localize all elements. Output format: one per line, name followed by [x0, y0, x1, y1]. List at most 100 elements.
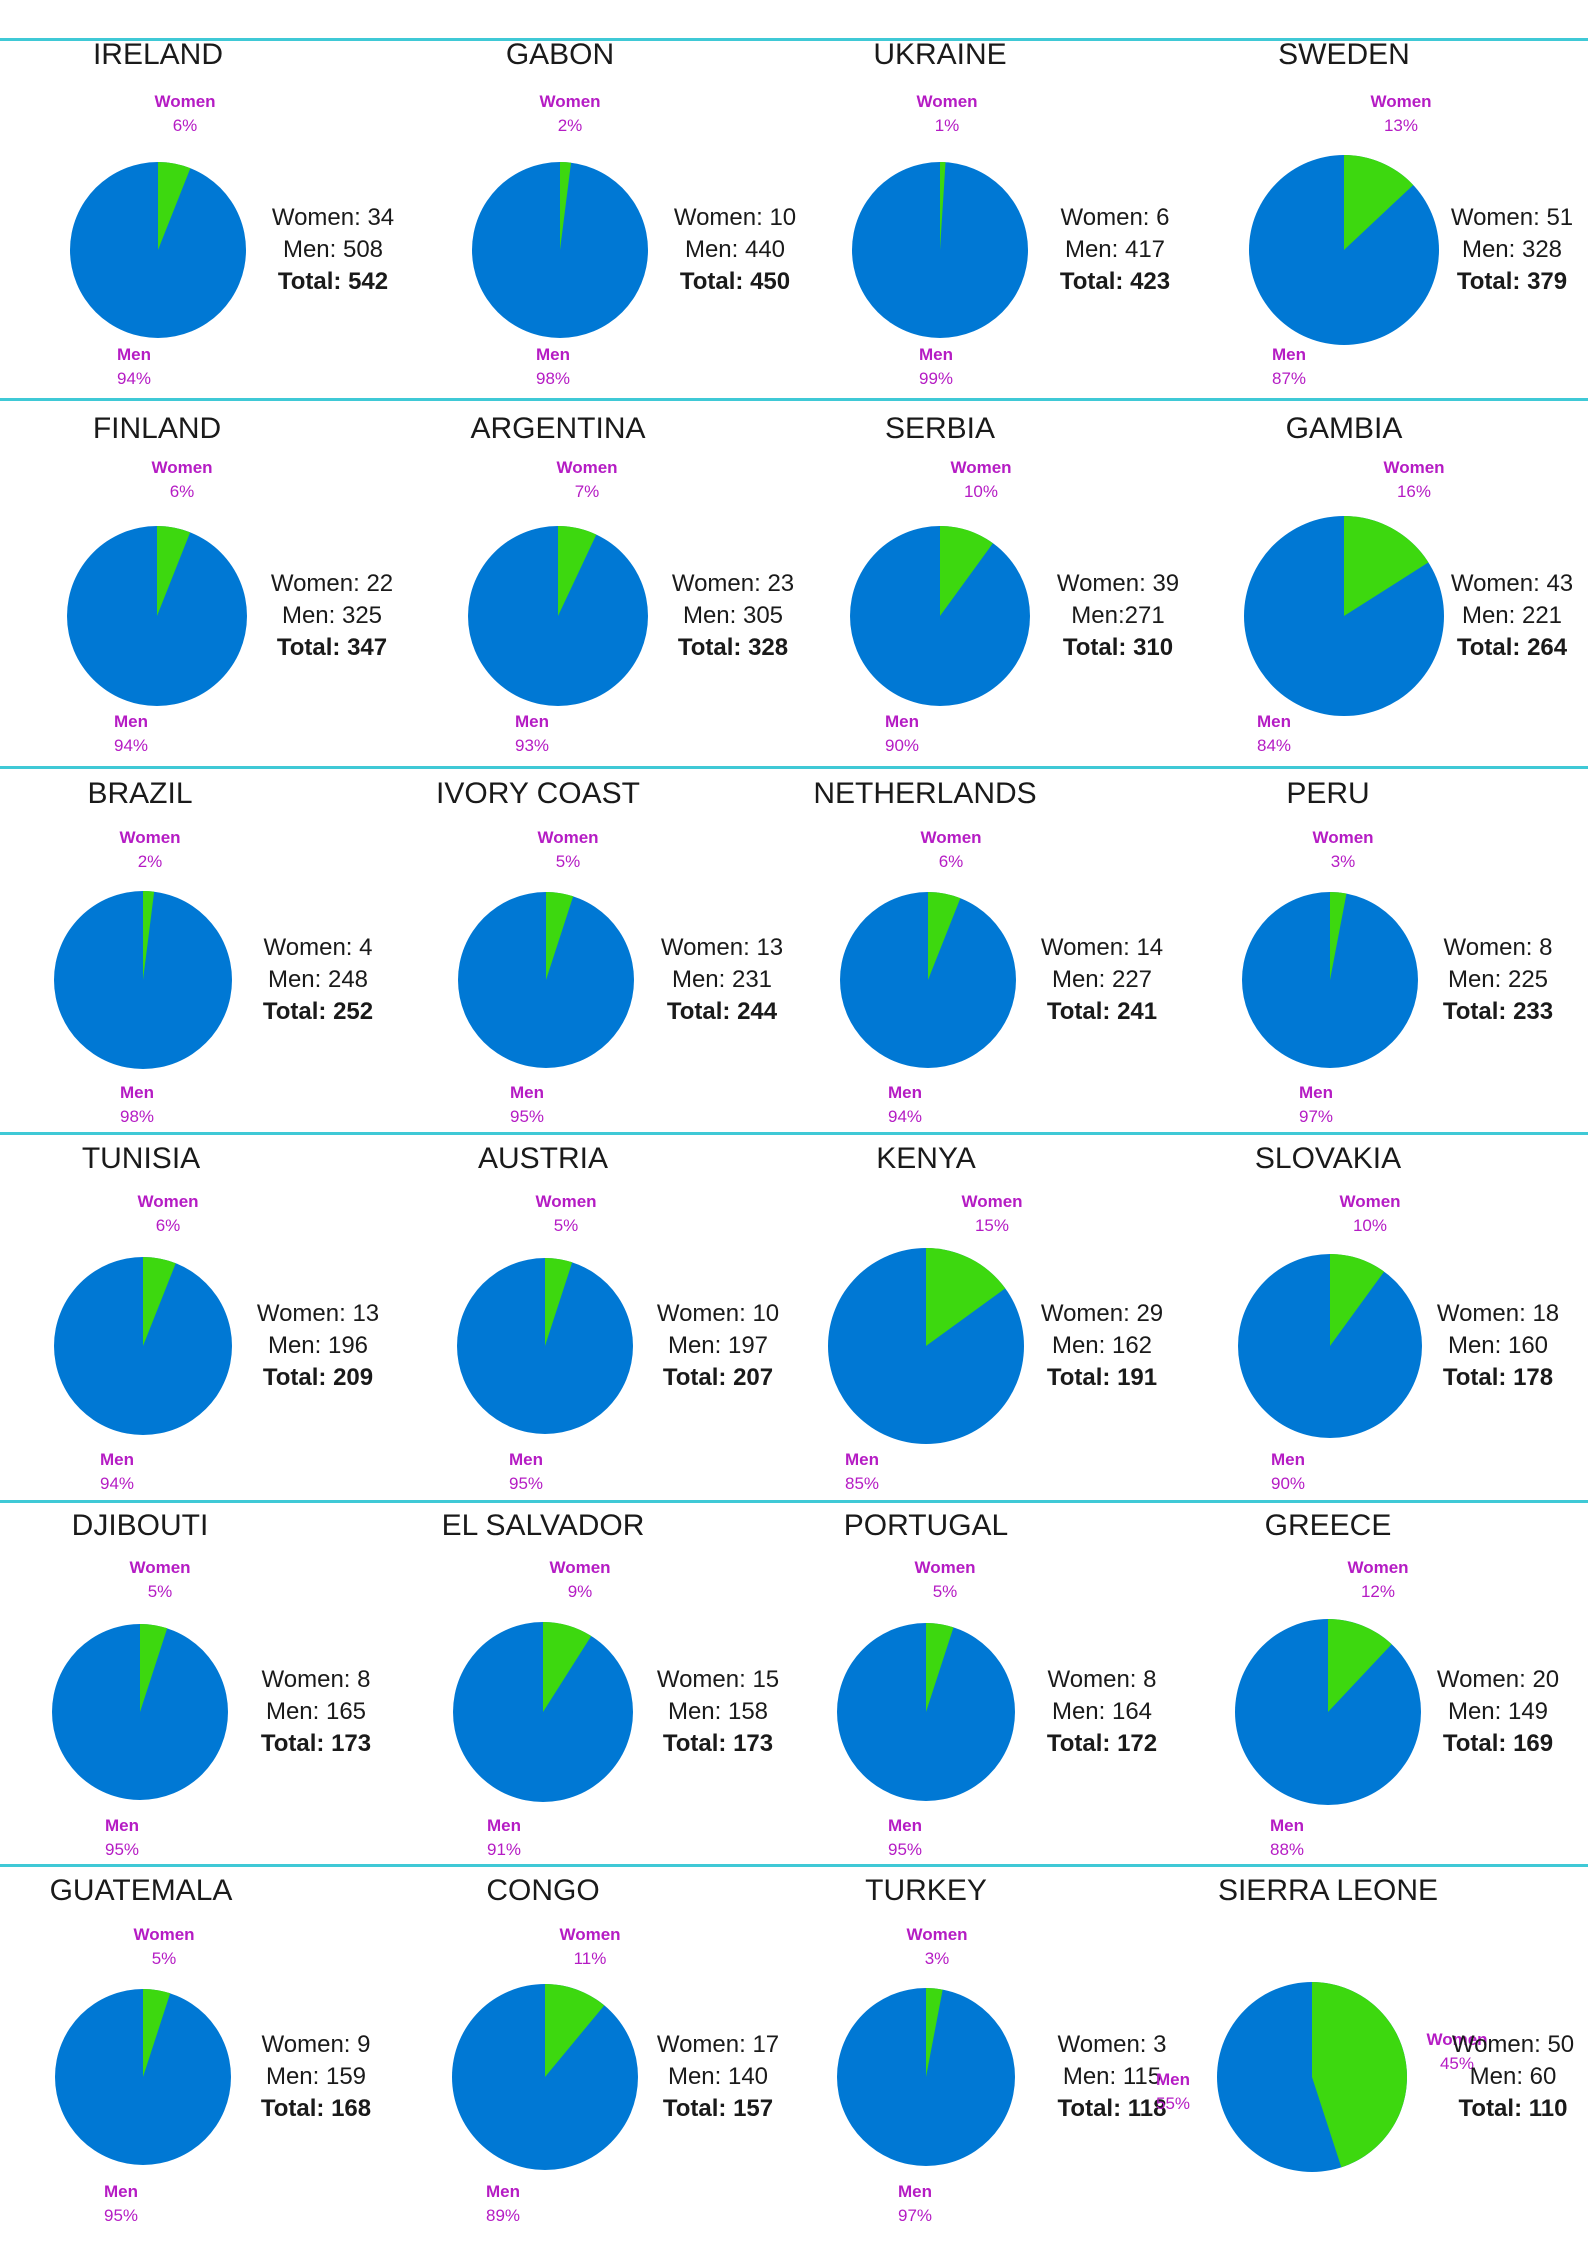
slice-label-percent: 10%: [963, 482, 999, 501]
slice-label-name: Men: [919, 345, 953, 364]
count-summary: Women: 20 Men: 149 Total: 169: [1437, 1664, 1559, 1760]
count-line: Women: 34: [272, 202, 394, 234]
women-count: Women: 10: [673, 204, 797, 231]
count-line: Men: 159: [261, 2061, 371, 2093]
slice-label-percent: 94%: [887, 1107, 923, 1126]
count-line: Total: 233: [1443, 996, 1553, 1028]
total-count: Total: 191: [1046, 1364, 1158, 1391]
total-count: Total: 207: [662, 1364, 774, 1391]
row-separator: [0, 1500, 1588, 1503]
country-title: NETHERLANDS: [813, 777, 1037, 810]
slice-label-name: Women: [559, 1925, 621, 1944]
count-summary: Women: 3 Men: 115 Total: 118: [1058, 2029, 1167, 2125]
slice-label-percent: 90%: [1270, 1474, 1306, 1493]
slice-label-name: Women: [129, 1558, 191, 1577]
men-slice-label: Men 85%: [845, 1448, 879, 1496]
pie-slice-women: [143, 1257, 176, 1346]
count-line: Men: 227: [1041, 964, 1163, 996]
count-line: Women: 20: [1437, 1664, 1559, 1696]
row-separator: [0, 38, 1588, 41]
men-slice-label: Men 94%: [888, 1081, 922, 1129]
men-slice-label: Men 94%: [114, 710, 148, 758]
count-summary: Women: 18 Men: 160 Total: 178: [1437, 1298, 1559, 1394]
men-count: Men: 162: [1051, 1332, 1153, 1359]
count-line: Men: 305: [672, 600, 794, 632]
slice-label-percent: 87%: [1271, 369, 1307, 388]
slice-label-percent: 16%: [1396, 482, 1432, 501]
slice-label-percent: 55%: [1155, 2094, 1191, 2113]
row-separator: [0, 766, 1588, 769]
slice-label-percent: 94%: [99, 1474, 135, 1493]
women-slice-label: Women 5%: [133, 1923, 194, 1971]
count-line: Women: 23: [672, 568, 794, 600]
slice-label-name: Men: [105, 1816, 139, 1835]
pie-slice-women: [926, 1623, 954, 1712]
count-line: Women: 50: [1452, 2029, 1574, 2061]
men-count: Men: 328: [1461, 236, 1563, 263]
slice-label-name: Men: [1299, 1083, 1333, 1102]
pie-chart: [453, 1622, 633, 1802]
men-slice-label: Men 95%: [510, 1081, 544, 1129]
count-summary: Women: 15 Men: 158 Total: 173: [657, 1664, 779, 1760]
count-line: Women: 6: [1060, 202, 1170, 234]
slice-label-name: Men: [1257, 712, 1291, 731]
slice-label-name: Women: [1347, 1558, 1409, 1577]
women-count: Women: 8: [1443, 934, 1553, 961]
women-slice-label: Women 1%: [916, 90, 977, 138]
slice-label-percent: 98%: [119, 1107, 155, 1126]
country-title: SLOVAKIA: [1254, 1142, 1402, 1175]
slice-label-name: Women: [914, 1558, 976, 1577]
total-count: Total: 169: [1442, 1730, 1554, 1757]
count-line: Women: 9: [261, 2029, 371, 2061]
pie-slice-women: [546, 892, 574, 980]
slice-label-percent: 12%: [1360, 1582, 1396, 1601]
total-count: Total: 244: [666, 998, 778, 1025]
women-count: Women: 34: [271, 204, 395, 231]
count-summary: Women: 34 Men: 508 Total: 542: [272, 202, 394, 298]
men-count: Men: 305: [682, 602, 784, 629]
slice-label-percent: 2%: [137, 852, 163, 871]
slice-label-percent: 95%: [103, 2206, 139, 2225]
women-count: Women: 3: [1057, 2031, 1167, 2058]
count-line: Women: 43: [1451, 568, 1573, 600]
total-count: Total: 168: [260, 2095, 372, 2122]
men-count: Men: 60: [1469, 2063, 1557, 2090]
pie-chart: [852, 162, 1028, 338]
slice-label-name: Men: [536, 345, 570, 364]
count-line: Total: 173: [657, 1728, 779, 1760]
pie-chart: [837, 1988, 1015, 2166]
slice-label-percent: 1%: [934, 116, 960, 135]
slice-label-name: Men: [487, 1816, 521, 1835]
women-slice-label: Women 3%: [1312, 826, 1373, 874]
count-line: Women: 15: [657, 1664, 779, 1696]
slice-label-name: Women: [537, 828, 599, 847]
country-title: ARGENTINA: [470, 412, 646, 445]
slice-label-name: Men: [888, 1083, 922, 1102]
country-title: DJIBOUTI: [71, 1509, 209, 1542]
men-count: Men: 508: [282, 236, 384, 263]
men-slice-label: Men 89%: [486, 2180, 520, 2228]
count-summary: Women: 22 Men: 325 Total: 347: [271, 568, 393, 664]
slice-label-percent: 7%: [574, 482, 600, 501]
slice-label-name: Men: [509, 1450, 543, 1469]
count-line: Men: 440: [674, 234, 796, 266]
count-summary: Women: 17 Men: 140 Total: 157: [657, 2029, 779, 2125]
slice-label-percent: 2%: [557, 116, 583, 135]
women-slice-label: Women 5%: [535, 1190, 596, 1238]
women-slice-label: Women 45%: [1426, 2028, 1487, 2076]
slice-label-percent: 91%: [486, 1840, 522, 1859]
men-slice-label: Men 90%: [1271, 1448, 1305, 1496]
count-line: Women: 39: [1057, 568, 1179, 600]
count-line: Total: 209: [257, 1362, 379, 1394]
country-title: UKRAINE: [873, 38, 1007, 71]
count-summary: Women: 8 Men: 164 Total: 172: [1047, 1664, 1157, 1760]
country-title: GREECE: [1264, 1509, 1392, 1542]
pie-chart: [837, 1623, 1015, 1801]
count-line: Men: 158: [657, 1696, 779, 1728]
men-slice-label: Men 95%: [888, 1814, 922, 1862]
count-line: Men: 248: [263, 964, 373, 996]
count-summary: Women: 4 Men: 248 Total: 252: [263, 932, 373, 1028]
women-slice-label: Women 10%: [1339, 1190, 1400, 1238]
slice-label-percent: 5%: [147, 1582, 173, 1601]
slice-label-percent: 88%: [1269, 1840, 1305, 1859]
